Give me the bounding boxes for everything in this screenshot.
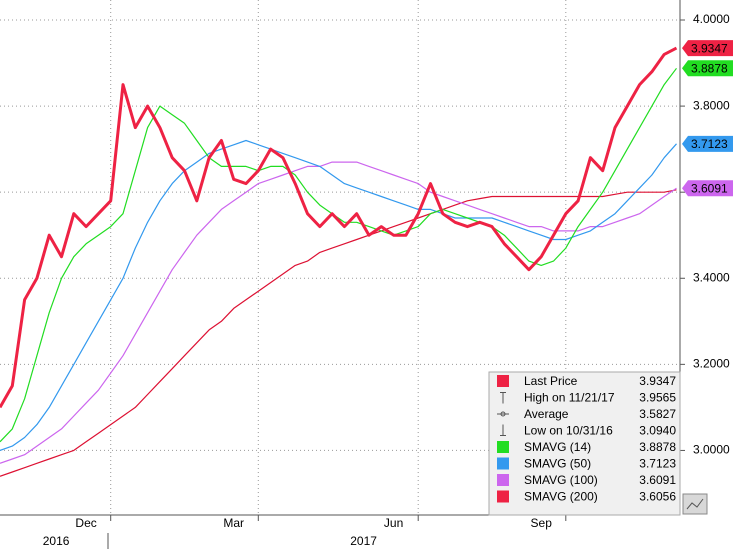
- legend-swatch: [497, 441, 509, 453]
- legend-label: Low on 10/31/16: [524, 424, 613, 438]
- x-tick-label: Sep: [531, 516, 553, 530]
- legend-label: SMAVG (200): [524, 490, 598, 504]
- year-label: 2017: [350, 534, 377, 548]
- y-tick-label: 3.8000: [693, 98, 730, 112]
- legend-label: SMAVG (100): [524, 473, 598, 487]
- value-tag-label: 3.9347: [691, 41, 728, 55]
- legend-label: Average: [524, 407, 569, 421]
- value-tag: [682, 40, 733, 57]
- legend-value: 3.9347: [639, 374, 676, 388]
- legend-label: Last Price: [524, 374, 578, 388]
- series-line: [0, 189, 677, 477]
- legend-value: 3.6056: [639, 490, 676, 504]
- y-tick-label: 3.4000: [693, 270, 730, 284]
- legend-value: 3.6091: [639, 473, 676, 487]
- legend-icon: [500, 424, 506, 436]
- value-tag: [682, 135, 733, 152]
- value-tag: [682, 60, 733, 77]
- legend-value: 3.8878: [639, 440, 676, 454]
- y-tick-label: 3.2000: [693, 357, 730, 371]
- x-tick-label: Dec: [75, 516, 96, 530]
- legend-swatch: [497, 490, 509, 503]
- legend-value: 3.9565: [639, 391, 676, 405]
- chart-icon-line: [686, 498, 704, 510]
- series-line: [0, 46, 678, 409]
- legend-icon: [497, 411, 509, 417]
- y-tick-label: 3.0000: [693, 443, 730, 457]
- legend-icon: [500, 392, 506, 404]
- x-tick-label: Jun: [384, 516, 403, 530]
- legend-label: SMAVG (50): [524, 457, 591, 471]
- legend-swatch: [497, 474, 509, 486]
- legend-value: 3.5827: [639, 407, 676, 421]
- series-line: [0, 161, 677, 464]
- chart-icon: [682, 493, 708, 515]
- legend-value: 3.7123: [639, 457, 676, 471]
- value-tag-label: 3.6091: [691, 181, 728, 195]
- value-tag-label: 3.7123: [691, 137, 728, 151]
- series-line: [0, 139, 677, 451]
- y-tick-label: 4.0000: [693, 12, 730, 26]
- value-tag-label: 3.8878: [691, 61, 728, 75]
- legend-label: High on 11/21/17: [524, 391, 615, 405]
- value-tag: [682, 180, 733, 197]
- legend-value: 3.0940: [639, 424, 676, 438]
- year-label: 2016: [43, 534, 70, 548]
- legend-swatch: [497, 375, 509, 387]
- legend-swatch: [497, 457, 509, 470]
- legend-box: [488, 371, 681, 516]
- x-tick-label: Mar: [223, 516, 244, 530]
- legend-label: SMAVG (14): [524, 440, 591, 454]
